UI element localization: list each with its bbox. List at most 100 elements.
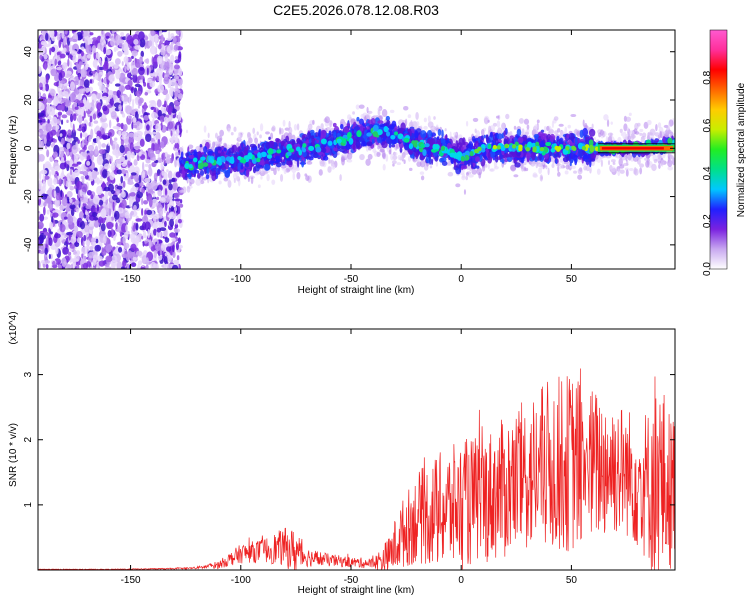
spectrogram-halo-point [211,141,216,148]
spectrogram-halo-point [667,123,671,130]
spectrogram-noise-point [104,263,110,268]
spectrogram-halo-point [540,176,543,180]
spectrogram-halo-point [513,125,517,130]
spectrogram-halo-point [639,163,645,168]
spectrogram-noise-point [48,253,51,260]
spectrogram-noise-point [152,56,159,65]
spectrogram-noise-point [157,189,163,197]
spectrogram-noise-point [70,81,75,92]
spectrogram-halo-point [667,166,673,171]
spectrogram-noise-point [132,73,138,83]
spectrogram-noise-point [113,210,120,220]
spectrogram-noise-point [157,84,165,93]
spectrogram-noise-point [164,237,170,243]
spectrogram-halo-point [497,127,503,136]
spectrogram-halo-point [329,119,333,128]
spectrogram-noise-point [85,102,89,112]
spectrogram-noise-point [49,156,54,162]
spectrogram-noise-point [91,45,97,54]
spectrogram-noise-point [126,34,134,45]
spectrogram-noise-point [135,130,143,137]
spectrogram-noise-point [53,190,57,198]
spectrogram-noise-point [135,218,143,222]
spectrogram-halo-point [393,152,398,156]
spectrogram-noise-point [117,215,125,224]
spectrogram-noise-point [175,128,180,135]
spectrogram-halo-point [593,136,597,141]
spectrogram-noise-point [175,171,181,178]
spectrogram-noise-point [131,50,139,57]
spectrogram-noise-point [111,194,118,201]
spectrogram-noise-point [135,222,139,231]
spectrogram-halo-point [270,167,275,171]
spectrogram-noise-point [118,42,123,48]
spectrogram-noise-point [109,171,115,181]
spectrogram-noise-point [170,137,174,145]
spectrogram-noise-point [105,35,110,39]
spectrogram-noise-point [80,246,88,255]
spectrogram-noise-point [38,89,41,99]
spectrogram-noise-point [92,113,97,120]
spectrogram-noise-point [96,92,101,100]
spectrogram-noise-point [118,130,122,137]
spectrogram-noise-point [44,247,48,255]
spectrogram-halo-point [250,176,254,185]
spectrogram-halo-point [416,121,420,127]
spectrogram-noise-point [92,59,98,68]
spectrogram-noise-point [174,59,180,64]
spectrogram-noise-point [67,251,72,256]
spectrogram-noise-point [110,216,115,221]
spectrogram-noise-point [96,135,100,144]
spectrogram-halo-point [306,161,313,165]
spectrogram-noise-point [46,149,50,158]
spectrogram-noise-point [58,39,62,49]
spectrogram-noise-point [173,192,180,199]
spectrogram-noise-point [59,162,67,170]
spectrogram-noise-point [169,69,173,76]
spectrogram-noise-point [77,128,83,132]
spectrogram-noise-point [80,132,83,139]
spectrogram-noise-point [39,96,47,100]
chart-title: C2E5.2026.078.12.08.R03 [273,2,439,18]
spectrogram-halo-point [312,119,315,125]
spectrogram-halo-point [343,122,346,128]
spectrogram-noise-point [52,151,58,158]
spectrogram-noise-point [134,173,139,183]
spectrogram-halo-point [339,174,342,182]
spectrogram-noise-point [74,169,80,177]
spectrogram-noise-point [116,117,120,123]
spectrogram-band-point [356,116,360,122]
spectrogram-noise-point [98,58,102,64]
spectrogram-noise-point [44,62,47,71]
spectrogram-noise-point [38,119,43,123]
spectrogram-noise-point [165,93,170,101]
spectrogram-noise-point [122,180,126,188]
spectrogram-halo-point [324,116,330,124]
spectrogram-halo-point [219,129,224,137]
spectrogram-halo-point [365,145,369,152]
spectrogram-halo-point [472,117,479,122]
spectrogram-noise-point [146,182,153,190]
spectrogram-noise-point [49,47,52,56]
spectrogram-noise-point [98,199,104,206]
spectrogram-noise-point [114,159,122,169]
spectrogram-noise-point [163,171,168,181]
spectrogram-noise-point [56,35,61,41]
spectrogram-noise-point [143,114,149,121]
spectrogram-noise-point [138,151,142,157]
spectrogram-noise-point [152,76,156,81]
spectrogram-noise-point [176,255,180,261]
spectrogram-noise-point [115,222,118,230]
spectrogram-halo-point [563,161,570,165]
spectrogram-noise-point [162,186,165,197]
spectrogram-noise-point [160,49,166,56]
spectrogram-noise-point [46,132,50,142]
spectrogram-noise-point [38,180,42,190]
spectrogram-noise-point [162,179,167,185]
spectrogram-halo-point [616,155,622,159]
spectrogram-noise-point [179,199,183,204]
spectrogram-noise-point [69,236,77,244]
spectrogram-halo-point [305,175,310,181]
